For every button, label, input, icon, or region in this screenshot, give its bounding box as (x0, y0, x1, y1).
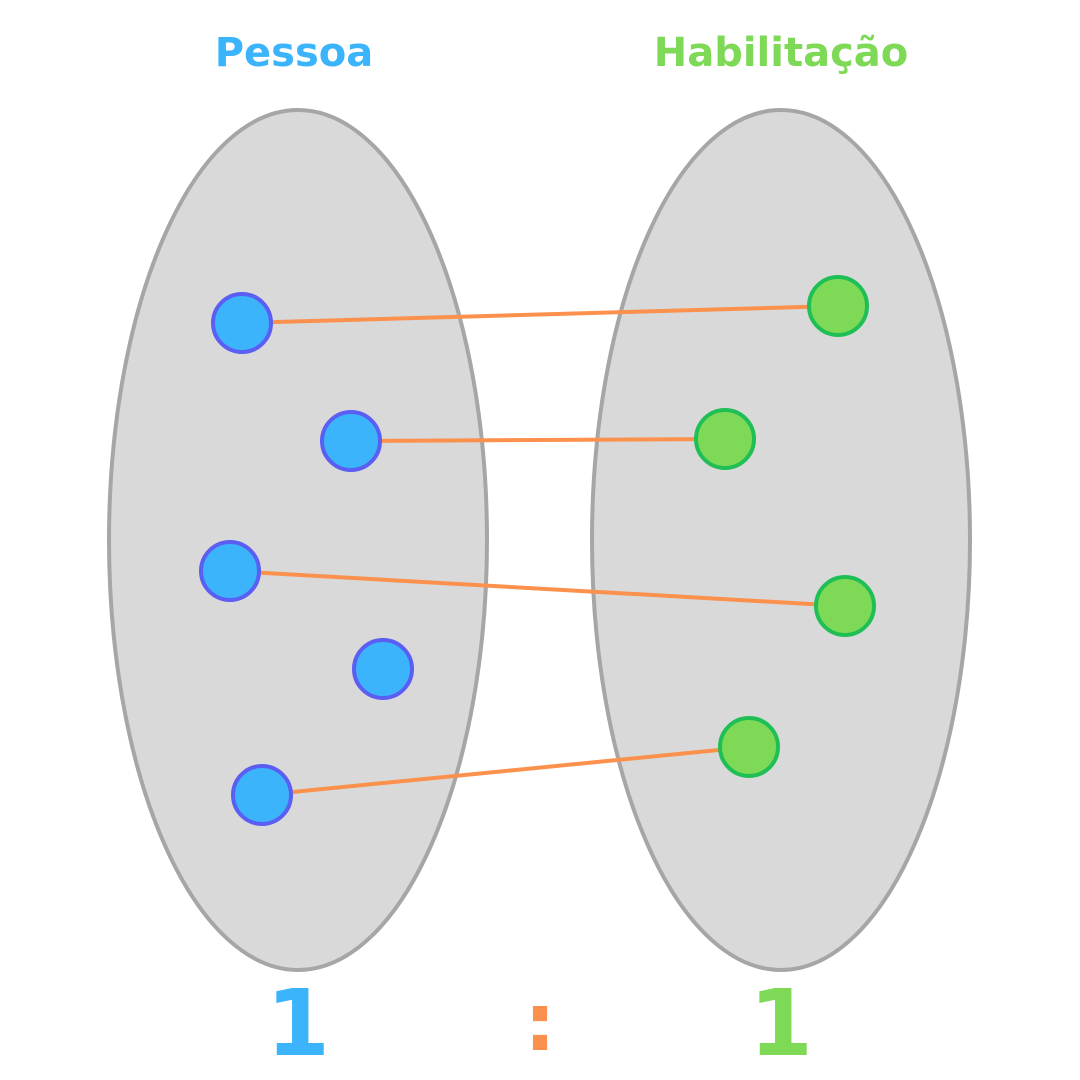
left-element (199, 540, 261, 602)
left-set-elements (199, 292, 414, 826)
right-element (718, 716, 780, 778)
connector-line (241, 304, 839, 325)
cardinality-separator: : (524, 976, 556, 1069)
right-cardinality: 1 (749, 970, 813, 1077)
right-element (807, 275, 869, 337)
left-element-unlinked (352, 638, 414, 700)
connector-lines (229, 304, 846, 797)
left-element (211, 292, 273, 354)
left-element (320, 410, 382, 472)
left-set-ellipse (107, 108, 489, 972)
right-element (814, 575, 876, 637)
connector-line (229, 569, 846, 608)
connector-line (350, 437, 726, 443)
right-set-ellipse (590, 108, 972, 972)
right-element (694, 408, 756, 470)
left-set-title: Pessoa (215, 30, 374, 76)
connector-line (261, 745, 750, 797)
left-cardinality: 1 (266, 970, 330, 1077)
right-set-title: Habilitação (654, 30, 909, 76)
left-element (231, 764, 293, 826)
right-set-elements (694, 275, 876, 778)
